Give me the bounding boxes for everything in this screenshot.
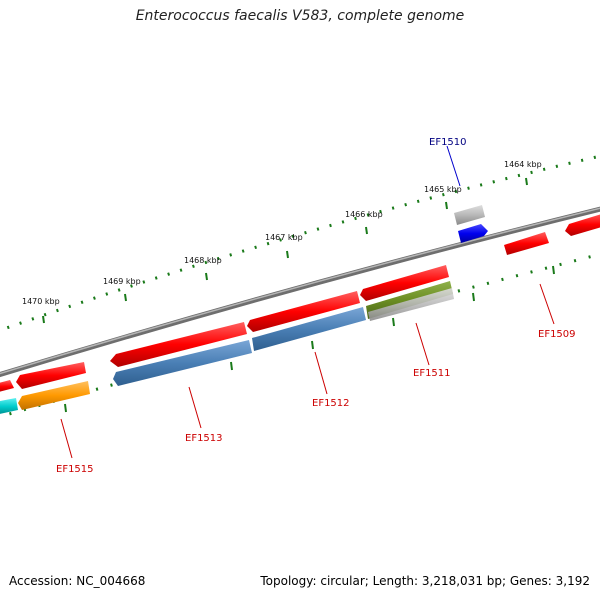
gene-feature[interactable] [247, 291, 360, 332]
tick-label-1464: 1464 kbp [504, 160, 542, 169]
cds-row-1 [0, 213, 600, 393]
genome-stats-text: Topology: circular; Length: 3,218,031 bp… [260, 574, 590, 588]
inner-tick-mark [552, 265, 555, 275]
gene-feature[interactable] [360, 265, 449, 301]
inner-tick-mark [230, 361, 233, 371]
cds-row-2 [0, 205, 488, 415]
tick-mark-1468 [205, 272, 208, 281]
gene-feature[interactable] [368, 288, 454, 321]
tick-label-1465: 1465 kbp [424, 185, 462, 194]
tick-label-1468: 1468 kbp [184, 256, 222, 265]
genome-backbone [0, 206, 600, 378]
tick-label-1467: 1467 kbp [265, 233, 303, 242]
leader-ef1511 [415, 322, 430, 366]
inner-tick-mark [311, 340, 314, 350]
tick-labels: 1470 kbp 1469 kbp 1468 kbp 1467 kbp 1466… [22, 160, 542, 306]
gene-feature[interactable] [0, 380, 14, 393]
gene-feature[interactable] [458, 224, 488, 243]
inner-tick-mark [392, 317, 395, 327]
gene-feature[interactable] [252, 307, 366, 351]
gene-label-ef1512[interactable]: EF1512 [312, 398, 350, 409]
tick-mark-1465 [445, 201, 448, 210]
gene-feature[interactable] [16, 362, 86, 389]
gene-feature[interactable] [18, 381, 90, 410]
gene-feature[interactable] [454, 205, 485, 225]
leader-ef1515 [60, 418, 73, 459]
gene-label-ef1515[interactable]: EF1515 [56, 464, 94, 475]
tick-mark-1469 [124, 293, 127, 302]
gene-feature[interactable] [0, 398, 18, 415]
tick-mark-1470 [42, 315, 45, 324]
tick-label-1470: 1470 kbp [22, 297, 60, 306]
tick-mark-1464 [525, 177, 528, 186]
inner-major-ticks [64, 265, 555, 413]
leader-ef1510 [446, 145, 461, 187]
tick-label-1466: 1466 kbp [345, 210, 383, 219]
inner-tick-mark [64, 403, 67, 413]
leader-ef1509 [539, 283, 555, 325]
gene-feature[interactable] [504, 232, 549, 255]
gene-label-ef1511[interactable]: EF1511 [413, 368, 451, 379]
leader-ef1513 [188, 386, 202, 429]
map-title: Enterococcus faecalis V583, complete gen… [135, 8, 465, 24]
tick-mark-1467 [286, 250, 289, 259]
tick-mark-1466 [365, 226, 368, 235]
gene-feature[interactable] [113, 340, 252, 386]
outer-tick-track [0, 154, 600, 332]
gene-label-ef1509[interactable]: EF1509 [538, 329, 576, 340]
label-leaders [60, 145, 555, 459]
accession-text: Accession: NC_004668 [9, 574, 146, 588]
gene-label-ef1513[interactable]: EF1513 [185, 433, 223, 444]
tick-label-1469: 1469 kbp [103, 277, 141, 286]
gene-feature[interactable] [565, 213, 600, 236]
inner-tick-mark [472, 292, 475, 302]
gene-labels: EF1510 EF1509 EF1511 EF1512 EF1513 EF151… [56, 137, 576, 475]
gene-feature[interactable] [110, 322, 247, 367]
gene-label-ef1510[interactable]: EF1510 [429, 137, 467, 148]
major-ticks [42, 177, 528, 324]
leader-ef1512 [314, 351, 328, 395]
